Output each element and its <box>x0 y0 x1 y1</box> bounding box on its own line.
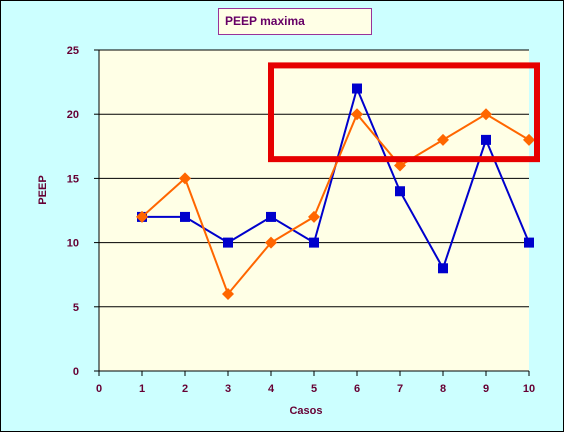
series-2-point <box>136 210 148 223</box>
x-tick-label: 3 <box>225 383 231 395</box>
x-tick-label: 6 <box>354 383 360 395</box>
series-2-point <box>179 172 191 185</box>
series-1-point <box>481 134 491 145</box>
series-1-point <box>524 237 534 248</box>
y-axis-label: PEEP <box>37 175 49 204</box>
plot-area <box>99 50 529 371</box>
x-tick-label: 0 <box>96 383 102 395</box>
series-1-point <box>309 237 319 248</box>
series-2-point <box>437 133 449 146</box>
x-tick-label: 7 <box>397 383 403 395</box>
x-tick-label: 4 <box>268 383 275 395</box>
x-tick-label: 2 <box>182 383 188 395</box>
series <box>136 83 535 300</box>
series-2-point <box>394 159 406 172</box>
series-1-point <box>223 237 233 248</box>
highlight-layer <box>268 62 540 163</box>
x-tick-label: 5 <box>311 383 317 395</box>
y-tick-label: 25 <box>67 45 79 57</box>
x-tick-label: 9 <box>483 383 489 395</box>
series-1-point <box>180 211 190 222</box>
y-tick-label: 15 <box>67 173 79 185</box>
tick-labels: 0 5 10 15 20 25 0 1 2 3 4 5 6 7 8 9 10 <box>67 45 535 395</box>
chart-title: PEEP maxima <box>225 14 305 28</box>
x-tick-label: 8 <box>440 383 446 395</box>
x-axis-label: Casos <box>289 405 322 417</box>
series-1-point <box>438 263 448 274</box>
y-tick-label: 20 <box>67 109 79 121</box>
series-2-point <box>351 108 363 121</box>
series-1-point <box>352 83 362 94</box>
x-tick-label: 10 <box>523 383 535 395</box>
highlight-box <box>268 62 540 163</box>
axes <box>94 49 530 376</box>
series-2-point <box>480 108 492 121</box>
series-2-line <box>141 112 530 296</box>
y-tick-label: 10 <box>67 238 79 250</box>
x-tick-label: 1 <box>139 383 145 395</box>
y-tick-label: 5 <box>73 302 79 314</box>
series-1-point <box>395 186 405 197</box>
series-2-point <box>308 210 320 223</box>
series-2-point <box>222 287 234 300</box>
y-tick-label: 0 <box>73 366 79 378</box>
series-2-point <box>265 236 277 249</box>
series-2-point <box>523 133 535 146</box>
series-1-point <box>266 211 276 222</box>
chart-title-box: PEEP maxima <box>218 8 372 35</box>
